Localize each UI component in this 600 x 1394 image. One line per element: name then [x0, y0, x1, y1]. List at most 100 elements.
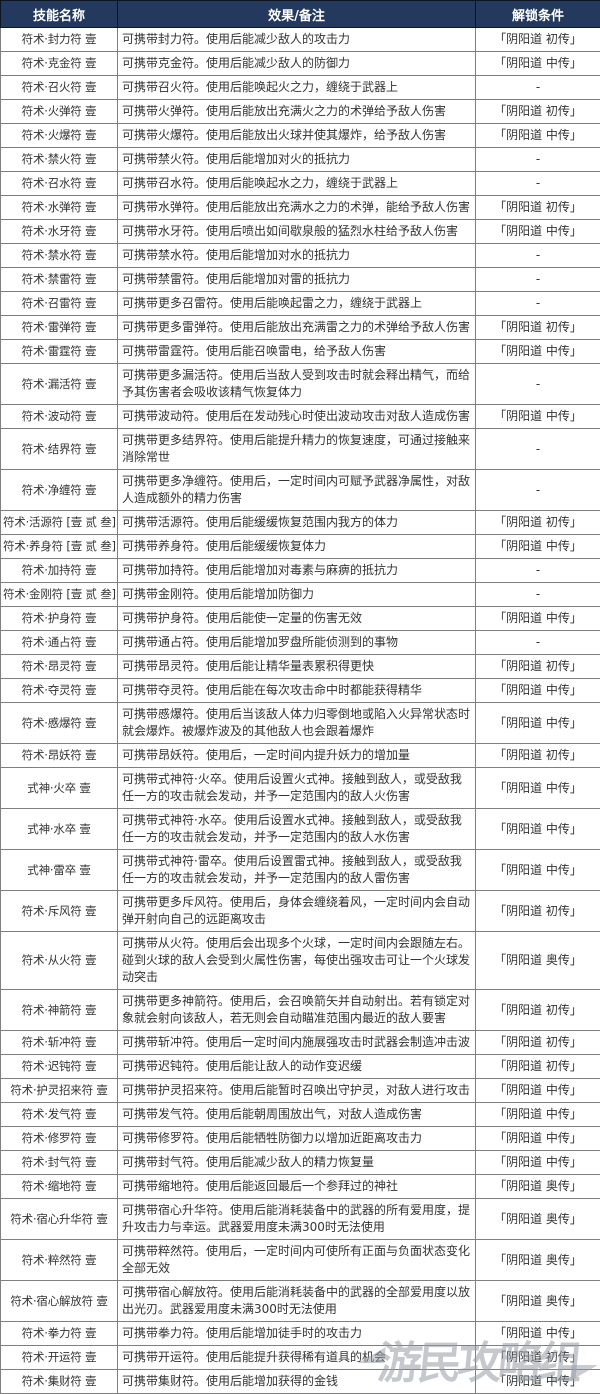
- unlock-cell: 「阴阳道 中传」: [476, 52, 600, 76]
- unlock-cell: 「阴阳道 初传」: [476, 511, 600, 535]
- table-row: 符术·波动符 壹可携带波动符。使用后在发动残心时使出波动攻击对敌人造成伤害「阴阳…: [1, 405, 600, 429]
- effect-cell: 可携带宿心解放符。使用后能消耗装备中的武器的全部爱用度以放出光刃。武器爱用度未满…: [118, 1281, 476, 1322]
- effect-cell: 可携带召火符。使用后能唤起火之力，缠绕于武器上: [118, 76, 476, 100]
- table-row: 符术·缩地符 壹可携带缩地符。使用后能返回最后一个参拜过的神社「阴阳道 奥传」: [1, 1175, 600, 1199]
- column-header-effect: 效果/备注: [118, 1, 476, 28]
- effect-cell: 可携带水牙符。使用后喷出如间歇泉般的猛烈水柱给予敌人伤害: [118, 220, 476, 244]
- skill-name-cell: 符术·开运符 壹: [1, 1346, 118, 1370]
- table-row: 符术·慼爆符 壹可携带慼爆符。使用后当该敌人体力归零倒地或陷入火异常状态时就会爆…: [1, 703, 600, 744]
- table-row: 符术·活源符 [壹 贰 叁]可携带活源符。使用后能缓缓恢复范围内我方的体力「阴阳…: [1, 511, 600, 535]
- table-row: 符术·斩冲符 壹可携带斩冲符。使用后一定时间内施展强攻击时武器会制造冲击波「阴阳…: [1, 1031, 600, 1055]
- table-row: 符术·雷霆符 壹可携带雷霆符。使用后能召唤雷电，给予敌人伤害「阴阳道 中传」: [1, 340, 600, 364]
- table-row: 符术·粹然符 壹可携带粹然符。使用后，一定时间内可使所有正面与负面状态变化全部无…: [1, 1240, 600, 1281]
- table-row: 符术·夺灵符 壹可携带夺灵符。使用后能在每次攻击命中时都能获得精华「阴阳道 中传…: [1, 679, 600, 703]
- effect-cell: 可携带集财符。使用后能增加获得的金钱: [118, 1370, 476, 1394]
- skill-name-cell: 符术·雷弹符 壹: [1, 316, 118, 340]
- unlock-cell: 「阴阳道 中传」: [476, 809, 600, 850]
- skill-name-cell: 符术·金刚符 [壹 贰 叁]: [1, 583, 118, 607]
- effect-cell: 可携带禁火符。使用后能增加对火的抵抗力: [118, 148, 476, 172]
- unlock-cell: 「阴阳道 奥传」: [476, 1281, 600, 1322]
- table-row: 符术·从火符 壹可携带从火符。使用后会出现多个火球，一定时间内会跟随左右。碰到火…: [1, 932, 600, 990]
- skill-name-cell: 符术·缩地符 壹: [1, 1175, 118, 1199]
- unlock-cell: 「阴阳道 中传」: [476, 679, 600, 703]
- table-row: 符术·护身符 壹可携带护身符。使用后能使一定量的伤害无效「阴阳道 中传」: [1, 607, 600, 631]
- unlock-cell: -: [476, 76, 600, 100]
- unlock-cell: 「阴阳道 奥传」: [476, 1199, 600, 1240]
- table-row: 符术·克金符 壹可携带克金符。使用后能减少敌人的防御力「阴阳道 中传」: [1, 52, 600, 76]
- unlock-cell: 「阴阳道 初传」: [476, 744, 600, 768]
- table-row: 符术·集财符 壹可携带集财符。使用后能增加获得的金钱「阴阳道 中传」: [1, 1370, 600, 1394]
- effect-cell: 可携带修罗符。使用后能牺牲防御力以增加近距离攻击力: [118, 1127, 476, 1151]
- table-row: 符术·召火符 壹可携带召火符。使用后能唤起火之力，缠绕于武器上-: [1, 76, 600, 100]
- effect-cell: 可携带式神符·雷卒。使用后设置雷式神。接触到敌人，或受敌我任一方的攻击就会发动，…: [118, 850, 476, 891]
- effect-cell: 可携带活源符。使用后能缓缓恢复范围内我方的体力: [118, 511, 476, 535]
- unlock-cell: 「阴阳道 初传」: [476, 196, 600, 220]
- effect-cell: 可携带昂灵符。使用后能让精华量表累积得更快: [118, 655, 476, 679]
- skill-name-cell: 式神·雷卒 壹: [1, 850, 118, 891]
- skill-name-cell: 式神·水卒 壹: [1, 809, 118, 850]
- effect-cell: 可携带更多斥风符。使用后，身体会缠绕着风，一定时间内会自动弹开射向自己的远距离攻…: [118, 891, 476, 932]
- table-row: 符术·通占符 壹可携带通占符。使用后能增加罗盘所能侦测到的事物-: [1, 631, 600, 655]
- skill-name-cell: 式神·火卒 壹: [1, 768, 118, 809]
- effect-cell: 可携带更多净缠符。使用后，一定时间内可赋予武器净属性，对敌人造成额外的精力伤害: [118, 470, 476, 511]
- table-row: 符术·发气符 壹可携带发气符。使用后能朝周围放出气，对敌人造成伤害「阴阳道 中传…: [1, 1103, 600, 1127]
- effect-cell: 可携带式神符·水卒。使用后设置水式神。接触到敌人，或受敌我任一方的攻击就会发动，…: [118, 809, 476, 850]
- skill-name-cell: 符术·水弹符 壹: [1, 196, 118, 220]
- skill-name-cell: 符术·发气符 壹: [1, 1103, 118, 1127]
- unlock-cell: 「阴阳道 中传」: [476, 340, 600, 364]
- effect-cell: 可携带封气符。使用后能减少敌人的精力恢复量: [118, 1151, 476, 1175]
- effect-cell: 可携带召水符。使用后能唤起水之力，缠绕于武器上: [118, 172, 476, 196]
- unlock-cell: 「阴阳道 奥传」: [476, 932, 600, 990]
- skill-name-cell: 符术·禁水符 壹: [1, 244, 118, 268]
- effect-cell: 可携带斩冲符。使用后一定时间内施展强攻击时武器会制造冲击波: [118, 1031, 476, 1055]
- unlock-cell: 「阴阳道 奥传」: [476, 1175, 600, 1199]
- effect-cell: 可携带克金符。使用后能减少敌人的防御力: [118, 52, 476, 76]
- unlock-cell: -: [476, 292, 600, 316]
- table-row: 符术·水弹符 壹可携带水弹符。使用后能放出充满水之力的术弹，能给予敌人伤害「阴阳…: [1, 196, 600, 220]
- skill-name-cell: 符术·火爆符 壹: [1, 124, 118, 148]
- unlock-cell: 「阴阳道 中传」: [476, 220, 600, 244]
- unlock-cell: 「阴阳道 中传」: [476, 1151, 600, 1175]
- table-row: 符术·召水符 壹可携带召水符。使用后能唤起水之力，缠绕于武器上-: [1, 172, 600, 196]
- unlock-cell: -: [476, 172, 600, 196]
- unlock-cell: 「阴阳道 初传」: [476, 1346, 600, 1370]
- effect-cell: 可携带火弹符。使用后能放出充满火之力的术弹给予敌人伤害: [118, 100, 476, 124]
- effect-cell: 可携带拳力符。使用后能增加徒手时的攻击力: [118, 1322, 476, 1346]
- effect-cell: 可携带雷霆符。使用后能召唤雷电，给予敌人伤害: [118, 340, 476, 364]
- unlock-cell: 「阴阳道 中传」: [476, 1127, 600, 1151]
- skill-name-cell: 符术·漏活符 壹: [1, 364, 118, 405]
- table-row: 符术·结界符 壹可携带更多结界符。使用后能提升精力的恢复速度，可通过接触来消除常…: [1, 429, 600, 470]
- skill-name-cell: 符术·迟钝符 壹: [1, 1055, 118, 1079]
- skill-name-cell: 符术·加持符 壹: [1, 559, 118, 583]
- table-row: 符术·开运符 壹可携带开运符。使用后能提升获得稀有道具的机会「阴阳道 初传」: [1, 1346, 600, 1370]
- unlock-cell: -: [476, 364, 600, 405]
- unlock-cell: 「阴阳道 初传」: [476, 316, 600, 340]
- table-row: 符术·拳力符 壹可携带拳力符。使用后能增加徒手时的攻击力「阴阳道 中传」: [1, 1322, 600, 1346]
- table-row: 符术·修罗符 壹可携带修罗符。使用后能牺牲防御力以增加近距离攻击力「阴阳道 中传…: [1, 1127, 600, 1151]
- unlock-cell: 「阴阳道 中传」: [476, 768, 600, 809]
- table-row: 符术·封力符 壹可携带封力符。使用后能减少敌人的攻击力「阴阳道 初传」: [1, 28, 600, 52]
- skill-name-cell: 符术·克金符 壹: [1, 52, 118, 76]
- table-row: 式神·水卒 壹可携带式神符·水卒。使用后设置水式神。接触到敌人，或受敌我任一方的…: [1, 809, 600, 850]
- table-row: 符术·养身符 [壹 贰 叁]可携带养身符。使用后能缓缓恢复体力「阴阳道 中传」: [1, 535, 600, 559]
- effect-cell: 可携带更多结界符。使用后能提升精力的恢复速度，可通过接触来消除常世: [118, 429, 476, 470]
- skill-name-cell: 符术·养身符 [壹 贰 叁]: [1, 535, 118, 559]
- table-row: 符术·护灵招来符 壹可携带护灵招来符。使用后能暂时召唤出守护灵，对敌人进行攻击「…: [1, 1079, 600, 1103]
- skill-name-cell: 符术·召火符 壹: [1, 76, 118, 100]
- effect-cell: 可携带发气符。使用后能朝周围放出气，对敌人造成伤害: [118, 1103, 476, 1127]
- table-row: 符术·加持符 壹可携带加持符。使用后能增加对毒素与麻痹的抵抗力-: [1, 559, 600, 583]
- effect-cell: 可携带金刚符。使用后能增加防御力: [118, 583, 476, 607]
- table-header: 技能名称 效果/备注 解锁条件: [1, 1, 600, 28]
- table-row: 符术·昂妖符 壹可携带昂妖符。使用后，一定时间内提升妖力的增加量「阴阳道 初传」: [1, 744, 600, 768]
- skill-name-cell: 符术·粹然符 壹: [1, 1240, 118, 1281]
- unlock-cell: -: [476, 470, 600, 511]
- unlock-cell: 「阴阳道 中传」: [476, 124, 600, 148]
- effect-cell: 可携带从火符。使用后会出现多个火球，一定时间内会跟随左右。碰到火球的敌人会受到火…: [118, 932, 476, 990]
- table-row: 符术·神箭符 壹可携带更多神箭符。使用后，会召唤箭矢并自动射出。若有锁定对象就会…: [1, 990, 600, 1031]
- column-header-skill-name: 技能名称: [1, 1, 118, 28]
- skill-name-cell: 符术·护身符 壹: [1, 607, 118, 631]
- unlock-cell: 「阴阳道 中传」: [476, 1103, 600, 1127]
- table-row: 符术·召雷符 壹可携带更多召雷符。使用后能唤起雷之力，缠绕于武器上-: [1, 292, 600, 316]
- skill-name-cell: 符术·通占符 壹: [1, 631, 118, 655]
- unlock-cell: -: [476, 583, 600, 607]
